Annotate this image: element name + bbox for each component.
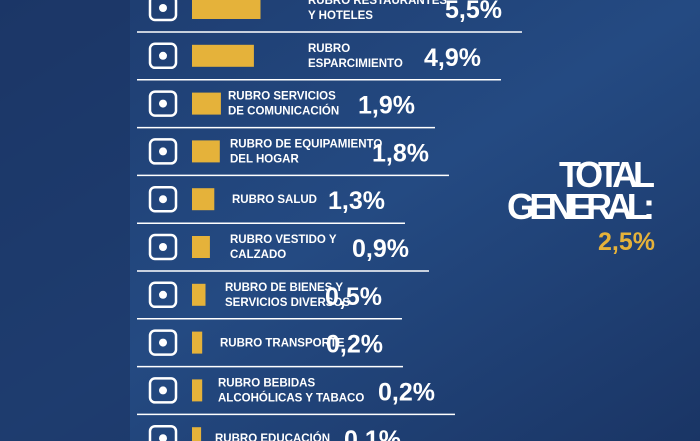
category-label-line: RUBRO	[308, 43, 350, 55]
row-icon	[148, 0, 178, 22]
category-label-line: CALZADO	[230, 249, 286, 261]
icon-shape	[159, 290, 167, 299]
background-panel	[0, 0, 130, 441]
bar	[192, 331, 203, 354]
category-label-line: RUBRO DE EQUIPAMIENTO	[230, 138, 382, 150]
category-label: RUBRO DE BIENES Y SERVICIOS DIVERSOS	[225, 282, 350, 309]
category-label-line: RUBRO RESTAURANTES	[308, 0, 447, 7]
category-label-line: ESPARCIMIENTO	[308, 58, 403, 70]
category-label: RUBRO SALUD	[232, 194, 317, 206]
value-label: 0,1%	[344, 426, 401, 441]
category-label-line: DE COMUNICACIÓN	[228, 105, 339, 118]
category-label-line: DEL HOGAR	[230, 153, 299, 165]
icon-shape	[148, 377, 178, 404]
category-label-line: RUBRO BEBIDAS	[218, 377, 315, 389]
bar	[192, 0, 261, 19]
value-label: 0,2%	[378, 378, 435, 406]
icon-shape	[159, 386, 167, 395]
value-label: 1,9%	[358, 92, 415, 120]
category-label-line: RUBRO EDUCACIÓN	[215, 432, 330, 441]
icon-shape	[148, 42, 178, 70]
bar	[192, 236, 210, 258]
row-icon	[148, 424, 178, 441]
icon-shape	[148, 329, 178, 356]
category-label-line: RUBRO TRANSPORTE	[220, 338, 345, 350]
icon-shape	[159, 195, 167, 204]
bar	[192, 44, 254, 67]
category-label: RUBRO VESTIDO Y CALZADO	[230, 234, 337, 261]
row-icon	[148, 138, 178, 165]
category-label-line: SERVICIOS DIVERSOS	[225, 297, 350, 309]
value-label: 1,8%	[372, 139, 429, 167]
icon-shape	[159, 147, 167, 156]
icon-shape	[159, 99, 167, 108]
icon-shape	[148, 138, 178, 165]
total-label: GENERAL:	[507, 186, 655, 227]
total-value: 2,5%	[598, 228, 655, 256]
category-label-line: RUBRO DE BIENES Y	[225, 282, 343, 294]
category-label: RUBRO DE EQUIPAMIENTO DEL HOGAR	[230, 138, 382, 165]
category-label: RUBRO RESTAURANTES Y HOTELES	[308, 0, 447, 22]
category-label: RUBRO TRANSPORTE	[220, 338, 345, 350]
row-icon	[148, 329, 178, 356]
category-label-line: Y HOTELES	[308, 10, 373, 22]
icon-shape	[159, 434, 167, 441]
row-icon	[148, 233, 178, 261]
category-label: RUBRO EDUCACIÓN	[215, 432, 330, 441]
icon-shape	[159, 4, 167, 12]
row-icon	[148, 90, 178, 117]
bar	[192, 283, 206, 306]
bar	[192, 92, 221, 115]
value-label: 4,9%	[424, 44, 481, 72]
row-icon	[148, 42, 178, 70]
row-icon	[148, 185, 178, 213]
category-label-line: RUBRO VESTIDO Y	[230, 234, 337, 246]
icon-shape	[148, 185, 178, 213]
row-icon	[148, 377, 178, 404]
category-label-line: RUBRO SERVICIOS	[228, 91, 336, 103]
total-label: TOTAL	[559, 154, 655, 195]
icon-shape	[159, 243, 167, 251]
value-label: 5,5%	[445, 0, 502, 24]
row-icon	[148, 281, 178, 309]
bar	[192, 427, 202, 441]
category-label-line: ALCOHÓLICAS Y TABACO	[218, 391, 364, 404]
icon-shape	[148, 0, 178, 22]
value-label: 1,3%	[328, 187, 385, 215]
icon-shape	[148, 424, 178, 441]
value-label: 0,2%	[326, 331, 383, 359]
category-label-line: RUBRO SALUD	[232, 194, 317, 206]
icon-shape	[159, 51, 167, 60]
icon-shape	[148, 233, 178, 261]
category-label: RUBRO ESPARCIMIENTO	[308, 43, 403, 70]
category-label: RUBRO SERVICIOS DE COMUNICACIÓN	[228, 91, 339, 118]
icon-shape	[159, 338, 167, 347]
category-label: RUBRO BEBIDAS ALCOHÓLICAS Y TABACO	[218, 377, 364, 404]
bar	[192, 188, 215, 211]
icon-shape	[148, 281, 178, 309]
value-label: 0,9%	[352, 235, 409, 263]
bar	[192, 140, 220, 163]
icon-shape	[148, 90, 178, 117]
value-label: 0,5%	[325, 283, 382, 311]
bar	[192, 379, 203, 402]
